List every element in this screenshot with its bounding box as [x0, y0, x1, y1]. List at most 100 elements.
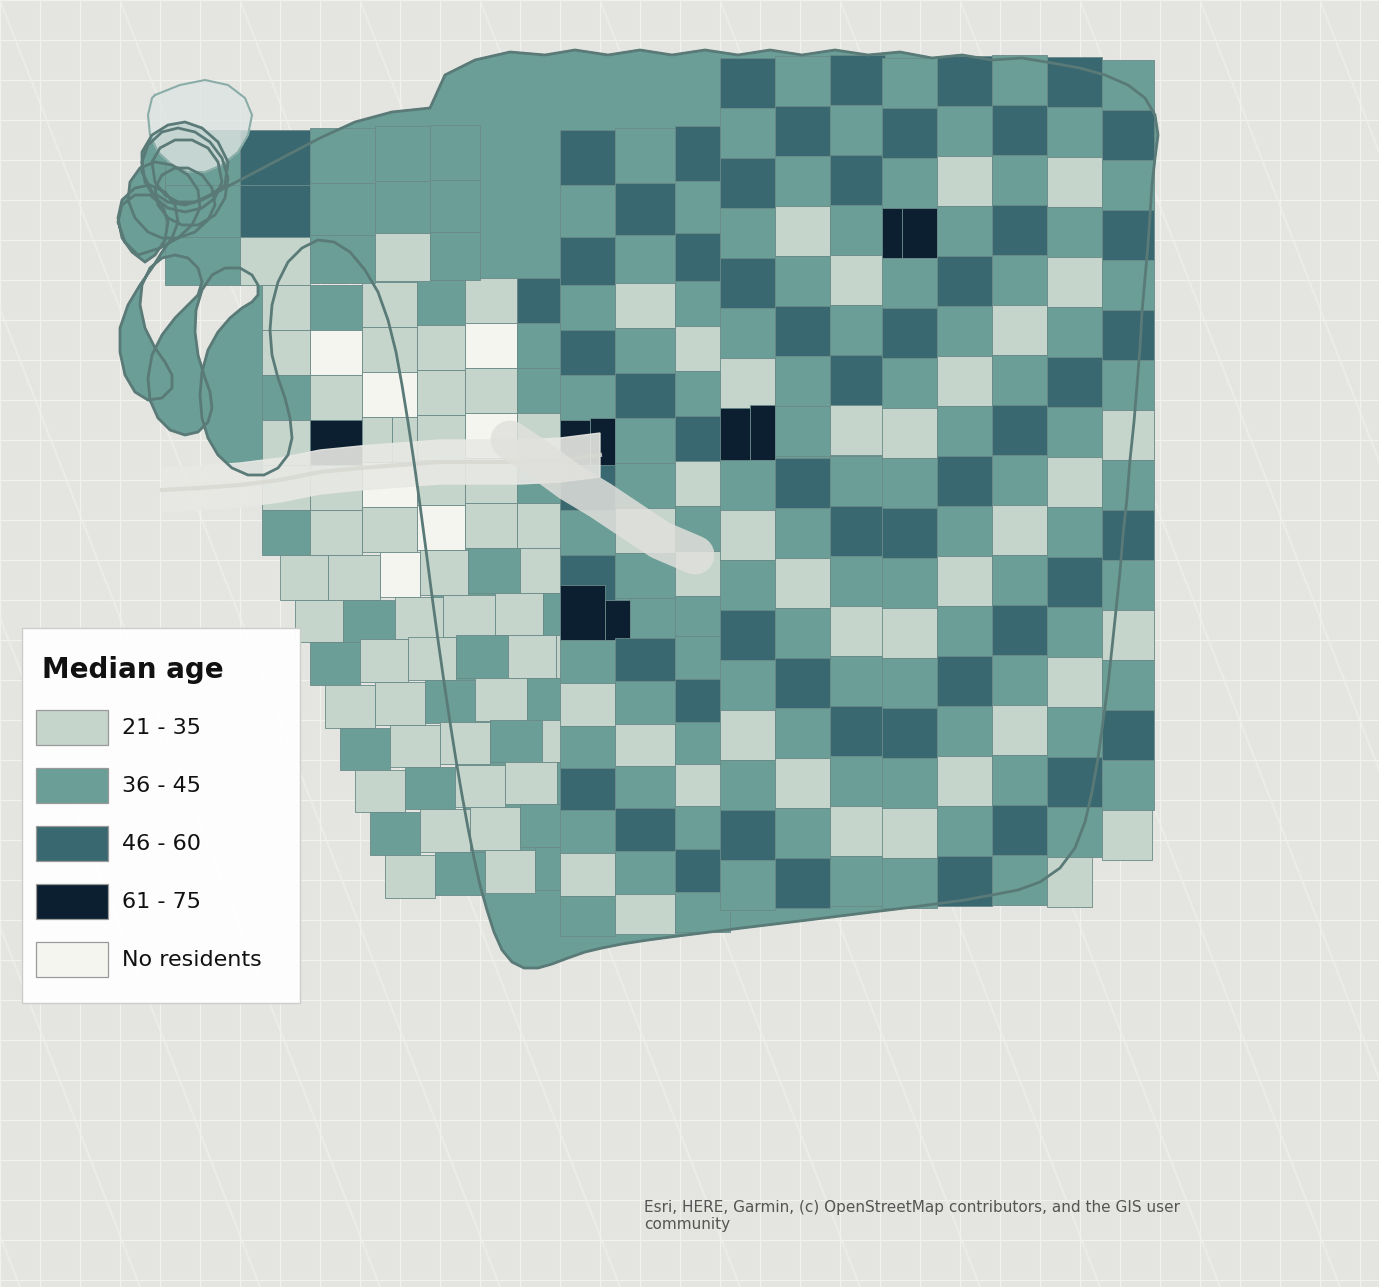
Bar — [517, 503, 563, 548]
Bar — [830, 255, 885, 305]
Bar — [36, 942, 108, 977]
Bar — [936, 57, 992, 106]
Bar — [1047, 757, 1102, 807]
Bar — [590, 418, 615, 468]
Bar — [570, 804, 618, 847]
Bar — [465, 503, 517, 548]
Bar — [615, 725, 674, 766]
Bar — [560, 586, 605, 640]
Bar — [560, 237, 615, 284]
Bar — [456, 634, 507, 678]
Bar — [390, 725, 440, 767]
Bar — [1047, 57, 1102, 107]
Bar — [392, 417, 416, 462]
Bar — [936, 656, 992, 707]
Bar — [310, 236, 375, 283]
Bar — [674, 371, 729, 416]
Bar — [560, 640, 615, 683]
Bar — [992, 456, 1047, 505]
Bar — [992, 405, 1047, 456]
Bar — [674, 551, 729, 596]
Bar — [517, 458, 563, 503]
Bar — [375, 233, 430, 281]
Bar — [615, 183, 674, 236]
Bar — [485, 849, 535, 893]
Bar — [883, 408, 936, 458]
Bar — [830, 205, 885, 255]
Bar — [1047, 207, 1102, 257]
Bar — [363, 462, 416, 507]
Bar — [1047, 557, 1102, 607]
Bar — [408, 637, 456, 680]
Bar — [363, 372, 416, 417]
Bar — [262, 329, 310, 375]
Bar — [830, 556, 885, 606]
Bar — [830, 456, 885, 506]
Bar — [1047, 857, 1092, 907]
Bar — [615, 681, 674, 725]
Bar — [775, 458, 830, 508]
Bar — [605, 762, 643, 804]
Bar — [830, 355, 885, 405]
Bar — [775, 106, 830, 156]
Bar — [883, 658, 936, 708]
Bar — [36, 710, 108, 745]
Bar — [416, 459, 465, 505]
Bar — [535, 847, 585, 891]
Polygon shape — [119, 50, 1158, 968]
Bar — [674, 596, 729, 636]
Bar — [674, 126, 729, 181]
Text: 46 - 60: 46 - 60 — [121, 834, 201, 853]
Bar — [830, 606, 885, 656]
Bar — [775, 607, 830, 658]
Bar — [325, 685, 375, 728]
Bar — [310, 284, 363, 329]
Bar — [936, 806, 992, 856]
Bar — [674, 806, 729, 849]
Bar — [560, 465, 615, 510]
Bar — [1102, 160, 1154, 210]
Bar — [674, 636, 729, 680]
Bar — [495, 593, 543, 634]
Bar — [1102, 411, 1154, 459]
Bar — [936, 156, 992, 206]
Text: No residents: No residents — [121, 950, 262, 969]
Bar — [517, 323, 563, 368]
Bar — [750, 405, 775, 459]
Bar — [465, 278, 517, 323]
Bar — [1047, 356, 1102, 407]
Bar — [1102, 510, 1154, 560]
Bar — [883, 158, 936, 208]
Bar — [1047, 807, 1102, 857]
Bar — [560, 420, 590, 470]
Bar — [992, 655, 1047, 705]
Bar — [720, 459, 775, 510]
Bar — [560, 130, 615, 185]
Bar — [262, 284, 310, 329]
Bar — [830, 806, 885, 856]
Bar — [560, 555, 615, 600]
Bar — [775, 559, 830, 607]
Bar — [720, 58, 775, 108]
Bar — [605, 600, 630, 640]
Bar — [165, 185, 240, 237]
Bar — [992, 755, 1047, 804]
Bar — [615, 638, 674, 681]
Bar — [615, 283, 674, 328]
Bar — [470, 807, 520, 849]
Bar — [936, 707, 992, 755]
Bar — [830, 856, 885, 906]
Bar — [775, 808, 830, 858]
Bar — [517, 413, 563, 458]
Bar — [720, 610, 775, 660]
Bar — [936, 356, 992, 405]
Bar — [674, 892, 729, 932]
Bar — [720, 810, 775, 860]
Bar — [262, 465, 310, 510]
Bar — [1102, 459, 1154, 510]
Bar — [883, 208, 902, 257]
Bar — [936, 556, 992, 606]
Bar — [720, 308, 775, 358]
Bar — [1047, 507, 1102, 557]
Bar — [992, 255, 1047, 305]
